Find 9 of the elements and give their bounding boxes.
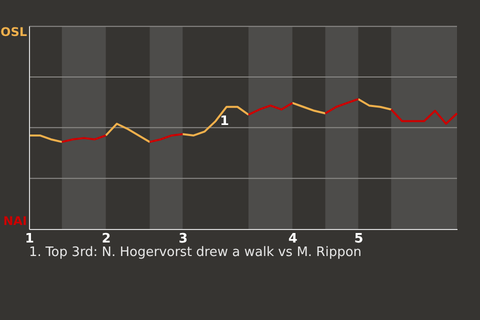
text: OSL: [0, 25, 28, 39]
x-tick-label: 5: [354, 232, 364, 246]
text: NAI: [3, 214, 27, 228]
x-tick-label: 1: [24, 232, 34, 246]
annotation: 1: [220, 114, 230, 129]
x-tick-label: 4: [288, 232, 298, 246]
x-tick-label: 3: [178, 232, 188, 246]
x-tick-label: 2: [102, 232, 111, 246]
text: 1. Top 3rd: N. Hogervorst drew a walk vs M. Rippon: [29, 245, 362, 260]
